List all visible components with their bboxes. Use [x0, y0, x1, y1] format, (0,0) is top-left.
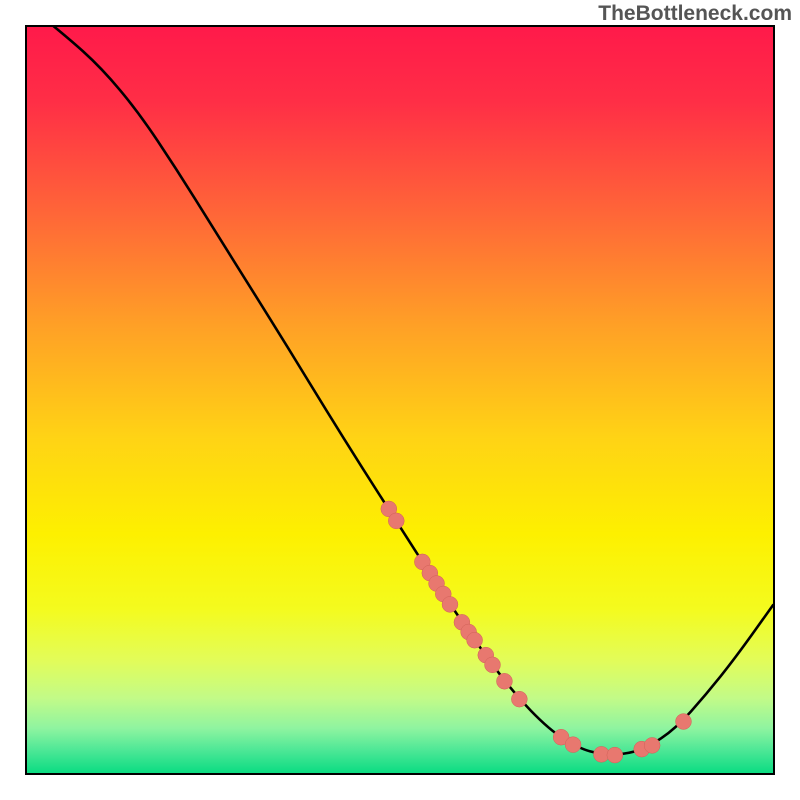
- data-marker: [496, 673, 512, 689]
- data-marker: [467, 632, 483, 648]
- data-marker: [485, 657, 501, 673]
- data-marker: [388, 513, 404, 529]
- data-marker: [607, 747, 623, 763]
- bottleneck-curve: [27, 27, 773, 754]
- data-marker: [644, 737, 660, 753]
- data-marker: [676, 714, 692, 730]
- watermark-text: TheBottleneck.com: [598, 2, 792, 26]
- plot-area: [25, 25, 775, 775]
- data-markers-group: [381, 501, 692, 763]
- data-marker: [511, 691, 527, 707]
- chart-container: TheBottleneck.com: [0, 0, 800, 800]
- data-marker: [442, 596, 458, 612]
- data-marker: [565, 737, 581, 753]
- curve-layer: [27, 27, 773, 773]
